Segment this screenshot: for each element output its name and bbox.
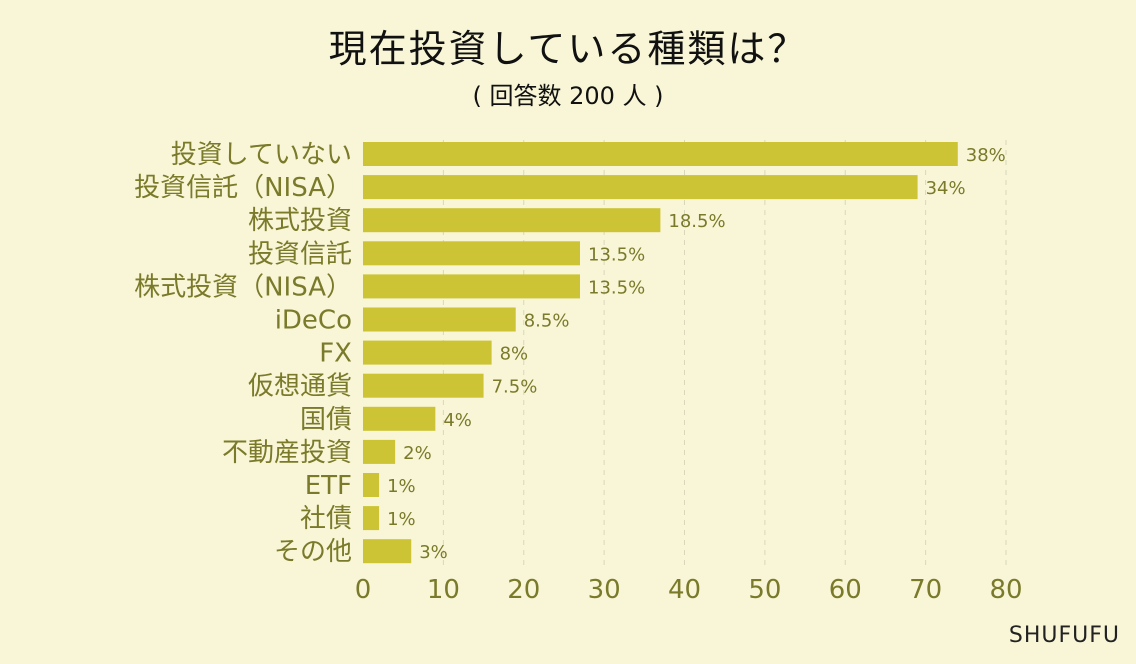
category-label: 社債 bbox=[300, 504, 352, 534]
value-labels: 38%34%18.5%13.5%13.5%8.5%8%7.5%4%2%1%1%3… bbox=[387, 145, 1006, 563]
x-tick-label: 10 bbox=[427, 575, 460, 605]
x-tick-label: 40 bbox=[668, 575, 701, 605]
bar bbox=[363, 208, 661, 233]
category-label: 不動産投資 bbox=[222, 438, 352, 468]
category-label: 株式投資（NISA） bbox=[134, 272, 352, 302]
value-label: 3% bbox=[419, 542, 448, 563]
bar bbox=[363, 274, 581, 299]
category-label: その他 bbox=[274, 537, 352, 567]
x-tick-label: 30 bbox=[588, 575, 621, 605]
bar bbox=[363, 142, 958, 166]
bar bbox=[363, 506, 380, 531]
bar bbox=[363, 241, 581, 266]
bar bbox=[363, 373, 484, 398]
bar bbox=[363, 175, 918, 200]
value-label: 8% bbox=[500, 344, 529, 365]
bars bbox=[363, 142, 958, 564]
category-label: 投資信託 bbox=[248, 239, 352, 269]
bar bbox=[363, 340, 492, 365]
bar bbox=[363, 406, 436, 431]
category-label: ETF bbox=[305, 471, 352, 501]
x-axis-tick-labels: 0 10 20 30 40 50 60 70 80 bbox=[355, 575, 1023, 605]
category-label: 株式投資 bbox=[248, 206, 352, 236]
grid-lines bbox=[442, 140, 1007, 566]
value-label: 7.5% bbox=[492, 377, 538, 398]
x-tick-label: 60 bbox=[829, 575, 862, 605]
value-label: 18.5% bbox=[668, 211, 725, 232]
x-tick-label: 0 bbox=[355, 575, 372, 605]
value-label: 4% bbox=[443, 410, 472, 431]
value-label: 8.5% bbox=[524, 311, 570, 332]
x-tick-label: 50 bbox=[748, 575, 781, 605]
value-label: 34% bbox=[926, 178, 966, 199]
value-label: 38% bbox=[966, 145, 1006, 166]
category-label: iDeCo bbox=[275, 306, 352, 336]
value-label: 13.5% bbox=[588, 277, 645, 298]
x-tick-label: 70 bbox=[909, 575, 942, 605]
value-label: 2% bbox=[403, 443, 432, 464]
brand-logo-text: SHUFUFU bbox=[1008, 623, 1120, 648]
value-label: 13.5% bbox=[588, 244, 645, 265]
chart-title: 現在投資している種類は？ bbox=[328, 27, 808, 71]
category-label: FX bbox=[319, 339, 352, 369]
category-label: 国債 bbox=[300, 405, 352, 435]
category-label: 投資していない bbox=[171, 140, 352, 170]
chart-subtitle: ( 回答数 200 人 ) bbox=[472, 82, 664, 110]
category-label: 投資信託（NISA） bbox=[134, 173, 352, 203]
bar bbox=[363, 539, 412, 564]
x-tick-label: 20 bbox=[507, 575, 540, 605]
value-label: 1% bbox=[387, 476, 416, 497]
category-label: 仮想通貨 bbox=[248, 372, 352, 402]
value-label: 1% bbox=[387, 509, 416, 530]
bar bbox=[363, 307, 516, 332]
bar bbox=[363, 439, 396, 464]
bar bbox=[363, 473, 380, 497]
x-tick-label: 80 bbox=[989, 575, 1022, 605]
